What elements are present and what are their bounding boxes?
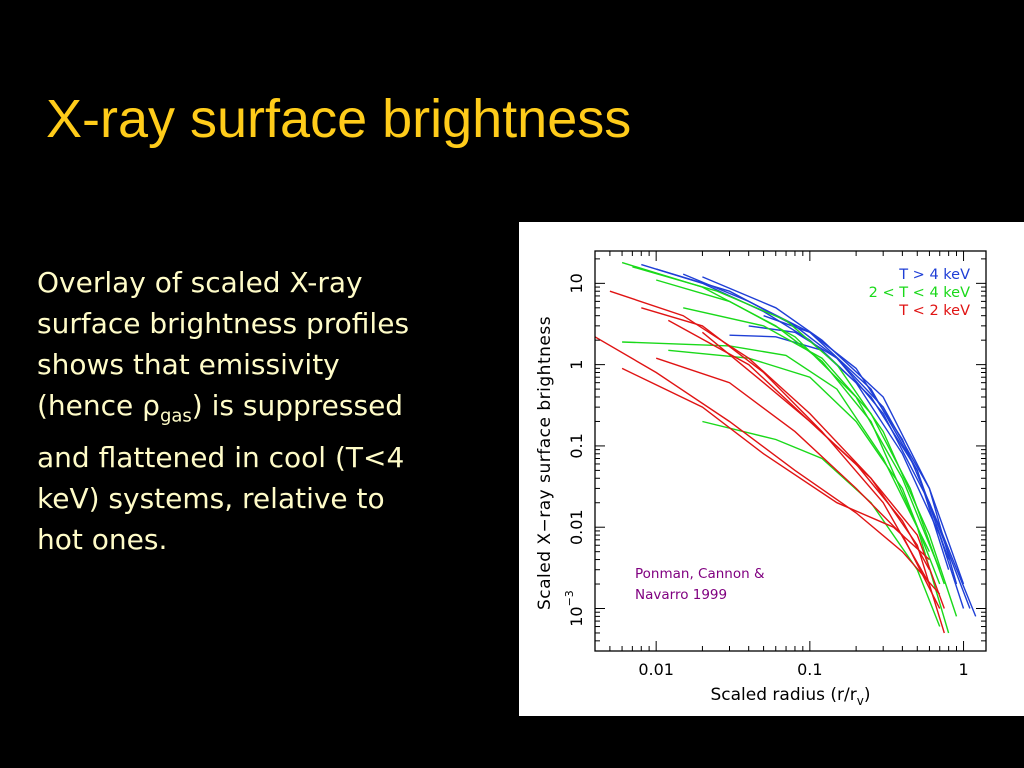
- body-line-4-pre: (hence: [37, 389, 143, 422]
- series-line-hot-4: [702, 276, 965, 585]
- legend-entry-1: T > 4 keV: [898, 267, 970, 283]
- body-line-6: keV) systems, relative to: [37, 481, 385, 515]
- chart-panel: 0.01 0.1 1 10 1 0.1 0.01 10−3 T > 4 keV 2 < T < …: [519, 222, 1024, 716]
- body-line-4-post: ) is suppressed: [191, 389, 404, 422]
- body-line-2: surface brightness profiles: [37, 307, 410, 340]
- series-line-cool-15: [595, 336, 941, 595]
- legend-entry-3: T < 2 keV: [898, 303, 970, 319]
- series-line-cool-21: [667, 319, 945, 609]
- series-line-cool-18: [655, 357, 941, 609]
- rho-symbol: ρ: [142, 389, 160, 422]
- series-line-cool-19: [621, 367, 930, 561]
- plot-frame: [594, 250, 987, 652]
- ticks-layer: [594, 251, 986, 652]
- y-tick-label: 0.01: [567, 509, 586, 545]
- chart-svg: 0.01 0.1 1 10 1 0.1 0.01 10−3 T > 4 keV 2 < T < …: [535, 250, 987, 708]
- legend: T > 4 keV 2 < T < 4 keV T < 2 keV: [869, 267, 970, 319]
- body-line-1: Overlay of scaled X-ray: [37, 266, 363, 299]
- slide-title: X-ray surface brightness: [46, 89, 632, 149]
- y-tick-label: 1: [567, 360, 586, 370]
- x-tick-label: 0.01: [638, 660, 674, 679]
- series-line-warm-10: [656, 279, 941, 570]
- series-line-warm-9: [632, 266, 958, 617]
- series-line-warm-11: [622, 341, 931, 553]
- series-line-warm-14: [683, 307, 945, 585]
- y-tick-label: 10: [567, 273, 586, 293]
- body-line-4: (hence ρgas) is suppressed: [37, 385, 507, 437]
- series-layer: [595, 261, 977, 634]
- x-axis-label-text: Scaled radius (r/r: [711, 685, 857, 705]
- legend-entry-2: 2 < T < 4 keV: [869, 285, 970, 301]
- series-line-cool-16: [609, 290, 945, 634]
- y-axis-label: Scaled X−ray surface brightness: [535, 316, 555, 610]
- y-tick-label: 10−3: [563, 590, 586, 627]
- y-tick-label: 0.1: [567, 433, 586, 458]
- rho-subscript: gas: [159, 405, 192, 427]
- series-line-hot-7: [763, 315, 977, 617]
- series-line-cool-17: [641, 307, 931, 585]
- x-tick-label: 0.1: [797, 660, 822, 679]
- x-tick-label: 1: [958, 660, 968, 679]
- slide-body-text: Overlay of scaled X-ray surface brightne…: [37, 262, 507, 560]
- citation-annotation-line-1: Ponman, Cannon &: [635, 566, 765, 582]
- body-line-3: shows that emissivity: [37, 348, 340, 381]
- body-line-5: and flattened in cool (T<4: [37, 440, 405, 474]
- tick-labels-layer: 0.01 0.1 1 10 1 0.1 0.01 10−3: [563, 273, 969, 679]
- series-line-warm-13: [702, 420, 941, 627]
- citation-annotation-line-2: Navarro 1999: [635, 587, 727, 603]
- x-axis-label: Scaled radius (r/rv): [711, 685, 871, 708]
- body-line-7: hot ones.: [37, 522, 168, 556]
- x-axis-label-close: ): [864, 685, 871, 705]
- x-axis-label-sub: v: [857, 694, 864, 708]
